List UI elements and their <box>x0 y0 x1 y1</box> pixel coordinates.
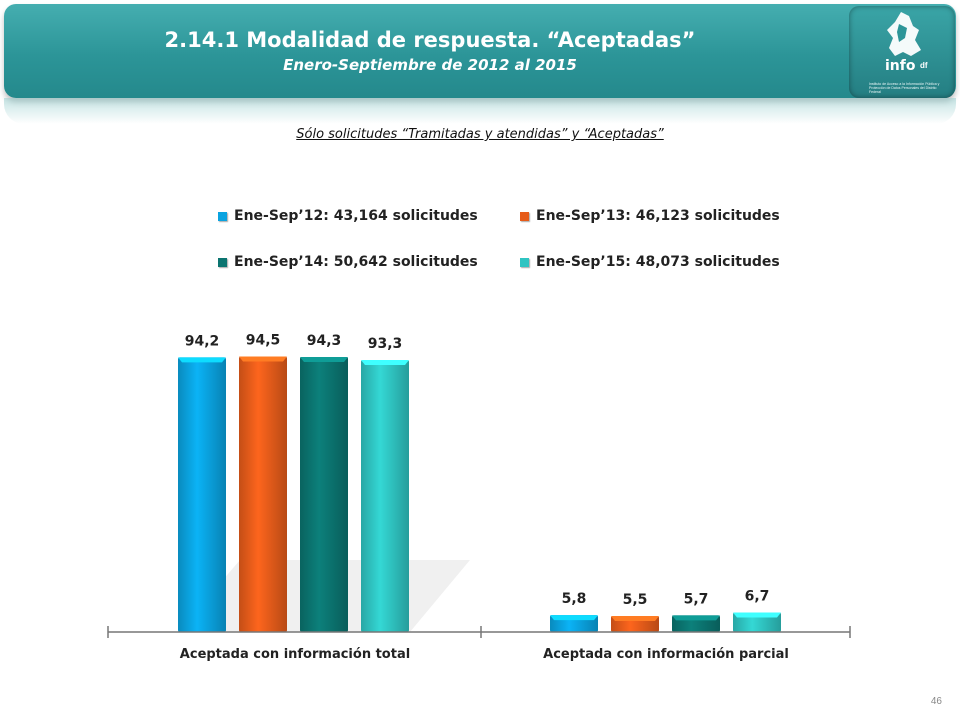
legend-label-2014: Ene-Sep’14: 50,642 solicitudes <box>234 254 478 270</box>
data-label-1-0: 5,8 <box>562 591 587 607</box>
data-label-0-2: 94,3 <box>307 333 342 349</box>
legend-swatch-2013 <box>520 211 529 221</box>
page-subtitle: Enero-Septiembre de 2012 al 2015 <box>283 56 577 74</box>
bar-top-bevel-1-2 <box>672 615 720 621</box>
legend-swatch-2015 <box>520 257 529 267</box>
section-note: Sólo solicitudes “Tramitadas y atendidas… <box>296 127 664 142</box>
bar-0-0 <box>178 357 226 632</box>
x-tick-label-1: Aceptada con información parcial <box>543 647 789 662</box>
data-label-0-0: 94,2 <box>185 333 220 349</box>
header-reflection <box>4 98 956 124</box>
infodf-logo: info df Instituto de Acceso a la Informa… <box>849 6 955 98</box>
header-band <box>4 4 956 98</box>
bar-top-bevel-0-0 <box>178 357 226 363</box>
x-tick-label-0: Aceptada con información total <box>180 647 410 662</box>
legend-item-2014: Ene-Sep’14: 50,642 solicitudes <box>218 254 478 270</box>
bar-top-bevel-1-3 <box>733 612 781 618</box>
bar-top-bevel-0-1 <box>239 356 287 362</box>
page-title: 2.14.1 Modalidad de respuesta. “Aceptada… <box>164 28 696 52</box>
logo-caption: Instituto de Acceso a la Información Púb… <box>869 82 940 94</box>
bar-top-bevel-0-3 <box>361 359 409 365</box>
logo-word: info <box>885 58 916 74</box>
bar-top-bevel-1-0 <box>550 615 598 621</box>
legend-label-2015: Ene-Sep’15: 48,073 solicitudes <box>536 254 780 270</box>
legend-item-2015: Ene-Sep’15: 48,073 solicitudes <box>520 254 780 270</box>
map-emblem-icon <box>887 12 921 56</box>
legend-label-2013: Ene-Sep’13: 46,123 solicitudes <box>536 208 780 224</box>
legend-item-2012: Ene-Sep’12: 43,164 solicitudes <box>218 208 478 224</box>
data-label-0-3: 93,3 <box>368 336 403 352</box>
bar-0-3 <box>361 359 409 632</box>
page-number: 46 <box>930 696 942 707</box>
bar-top-bevel-1-1 <box>611 615 659 621</box>
data-label-0-1: 94,5 <box>246 332 281 348</box>
bar-top-bevel-0-2 <box>300 357 348 363</box>
data-label-1-1: 5,5 <box>623 592 648 608</box>
legend-swatch-2012 <box>218 211 227 221</box>
data-label-1-3: 6,7 <box>745 588 770 604</box>
bar-0-1 <box>239 356 287 632</box>
legend-item-2013: Ene-Sep’13: 46,123 solicitudes <box>520 208 780 224</box>
bar-0-2 <box>300 357 348 632</box>
legend-swatch-2014 <box>218 257 227 267</box>
legend-label-2012: Ene-Sep’12: 43,164 solicitudes <box>234 208 478 224</box>
logo-superscript: df <box>920 61 928 70</box>
data-label-1-2: 5,7 <box>684 591 709 607</box>
